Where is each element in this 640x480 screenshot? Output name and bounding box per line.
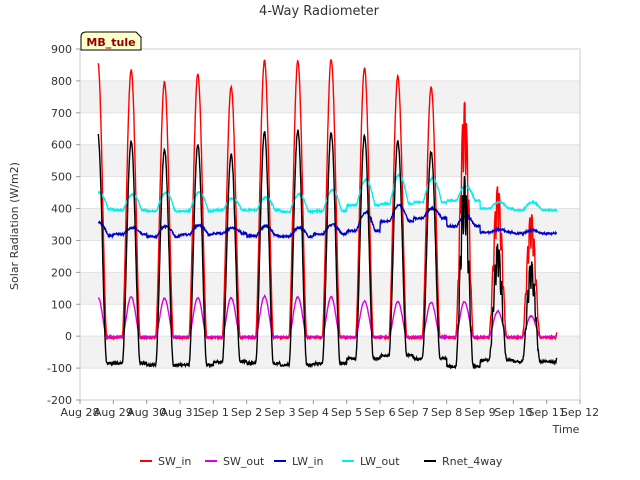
legend: SW_in SW_out LW_in LW_out Rnet_4way	[140, 455, 503, 468]
series-lines	[97, 59, 558, 370]
x-tick-label: Sep 3	[264, 406, 295, 419]
series-line-rnet	[97, 129, 558, 370]
x-tick-label: Aug 31	[161, 406, 200, 419]
band	[80, 80, 580, 113]
legend-label-lw_in: LW_in	[292, 455, 324, 468]
y-tick-label: 0	[65, 330, 72, 343]
y-tick-label: 800	[51, 75, 72, 88]
legend-label-sw_out: SW_out	[223, 455, 265, 468]
y-tick-label: 500	[51, 171, 72, 184]
x-tick-label: Aug 29	[94, 406, 133, 419]
y-tick-label: -100	[47, 362, 72, 375]
plot-frame	[79, 48, 581, 401]
x-tick-label: Aug 30	[127, 406, 166, 419]
x-tick-label: Sep 11	[528, 406, 566, 419]
band	[80, 336, 580, 369]
legend-label-rnet: Rnet_4way	[442, 455, 503, 468]
x-tick-label: Sep 1	[198, 406, 229, 419]
y-tick-label: 300	[51, 234, 72, 247]
y-tick-label: 100	[51, 298, 72, 311]
x-tick-label: Sep 12	[561, 406, 599, 419]
y-axis-label: Solar Radiation (W/m2)	[8, 162, 21, 290]
x-tick-label: Sep 5	[331, 406, 362, 419]
y-tick-label: 200	[51, 266, 72, 279]
x-tick-label: Sep 8	[431, 406, 462, 419]
y-axis-ticks: -200 -100 0 100 200 300 400 500 600 700 800 900	[47, 43, 80, 407]
x-tick-label: Sep 9	[464, 406, 495, 419]
x-tick-label: Sep 7	[398, 406, 429, 419]
legend-label-lw_out: LW_out	[360, 455, 400, 468]
site-badge: MB_tule	[80, 31, 142, 51]
site-label: MB_tule	[86, 36, 135, 49]
x-tick-label: Sep 2	[231, 406, 262, 419]
y-tick-label: 600	[51, 139, 72, 152]
x-tick-label: Sep 6	[364, 406, 395, 419]
x-tick-label: Sep 4	[298, 406, 329, 419]
chart-title: 4-Way Radiometer	[259, 4, 380, 19]
y-tick-label: 400	[51, 203, 72, 216]
y-tick-label: -200	[47, 394, 72, 407]
x-tick-label: Aug 28	[61, 406, 100, 419]
x-tick-label: Sep 10	[494, 406, 532, 419]
y-tick-label: 700	[51, 107, 72, 120]
legend-label-sw_in: SW_in	[158, 455, 191, 468]
series-line-sw_out	[97, 294, 558, 341]
x-axis-label: Time	[552, 423, 580, 436]
y-tick-label: 900	[51, 43, 72, 56]
